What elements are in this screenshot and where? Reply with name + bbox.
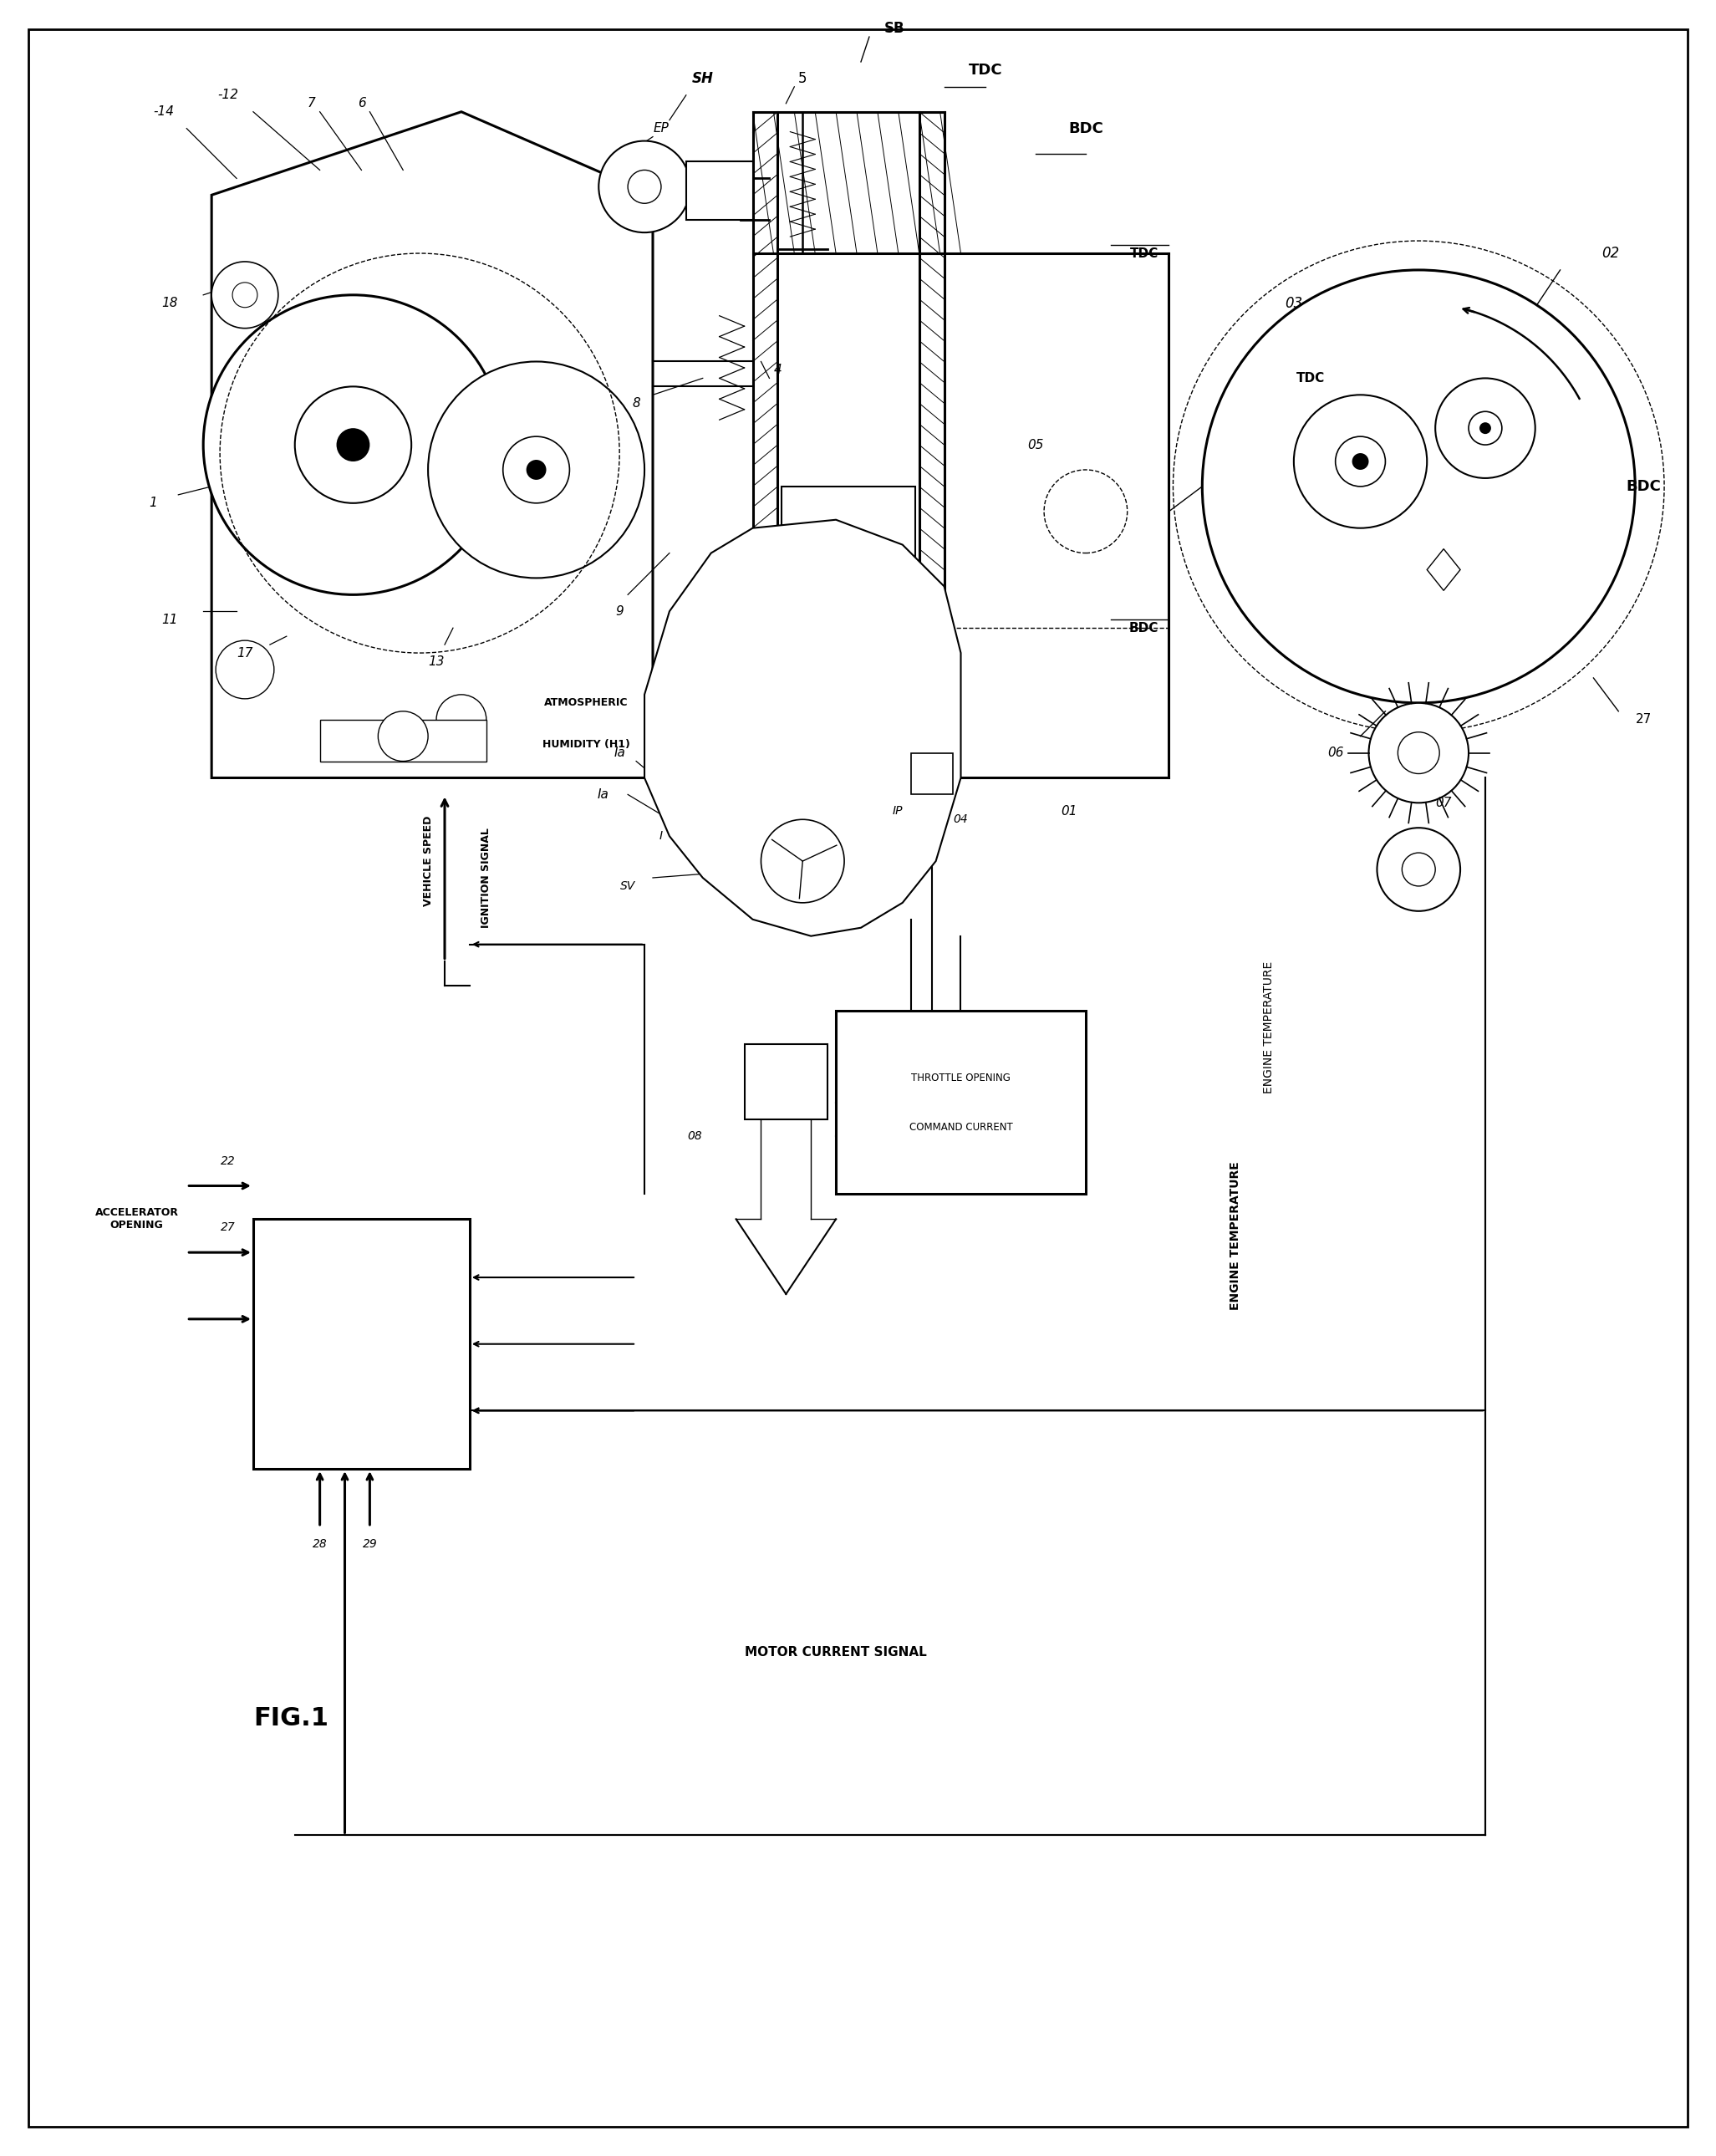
Text: 4: 4 bbox=[774, 364, 782, 375]
Bar bbox=[745, 1044, 827, 1119]
Text: 07: 07 bbox=[1436, 796, 1452, 808]
Circle shape bbox=[336, 429, 369, 461]
Text: Ia: Ia bbox=[614, 746, 625, 759]
Text: BDC: BDC bbox=[1129, 621, 1158, 634]
Text: ACCELERATOR
OPENING: ACCELERATOR OPENING bbox=[94, 1207, 178, 1231]
Circle shape bbox=[1435, 377, 1536, 479]
Text: TDC: TDC bbox=[1129, 248, 1158, 259]
Bar bbox=[254, 1218, 470, 1468]
Text: 06: 06 bbox=[1326, 746, 1344, 759]
Circle shape bbox=[1352, 453, 1369, 470]
Polygon shape bbox=[645, 520, 961, 936]
Text: ENGINE TEMPERATURE: ENGINE TEMPERATURE bbox=[1230, 1162, 1241, 1311]
Text: ENGINE TEMPERATURE: ENGINE TEMPERATURE bbox=[1263, 962, 1275, 1093]
Text: 03: 03 bbox=[1285, 295, 1302, 310]
Text: 04: 04 bbox=[954, 813, 968, 826]
Circle shape bbox=[1402, 854, 1435, 886]
Text: EP: EP bbox=[654, 123, 669, 134]
Circle shape bbox=[436, 694, 486, 744]
Text: ATMOSPHERIC: ATMOSPHERIC bbox=[544, 699, 628, 709]
Text: 11: 11 bbox=[161, 614, 178, 625]
Text: 01: 01 bbox=[1060, 804, 1078, 817]
Text: MOTOR CURRENT SIGNAL: MOTOR CURRENT SIGNAL bbox=[745, 1645, 927, 1658]
Circle shape bbox=[1369, 703, 1469, 802]
Text: 5: 5 bbox=[798, 71, 807, 86]
Text: BDC: BDC bbox=[1627, 479, 1661, 494]
Circle shape bbox=[1294, 395, 1428, 528]
Text: 8: 8 bbox=[631, 397, 640, 410]
Bar bbox=[319, 720, 486, 761]
Circle shape bbox=[427, 362, 645, 578]
Text: VEHICLE SPEED: VEHICLE SPEED bbox=[422, 815, 434, 906]
Circle shape bbox=[760, 819, 844, 903]
Text: TDC: TDC bbox=[970, 63, 1002, 78]
Text: 6: 6 bbox=[357, 97, 366, 110]
Circle shape bbox=[1335, 436, 1385, 487]
Circle shape bbox=[1479, 423, 1491, 433]
Text: IGNITION SIGNAL: IGNITION SIGNAL bbox=[480, 828, 492, 927]
Circle shape bbox=[599, 140, 690, 233]
Text: THROTTLE OPENING: THROTTLE OPENING bbox=[911, 1072, 1011, 1082]
Bar bbox=[836, 1011, 1086, 1194]
Bar bbox=[782, 487, 915, 627]
Text: HUMIDITY (H1): HUMIDITY (H1) bbox=[542, 740, 630, 750]
Text: 1: 1 bbox=[149, 496, 158, 509]
Circle shape bbox=[527, 459, 546, 481]
Circle shape bbox=[628, 170, 661, 203]
Circle shape bbox=[503, 436, 570, 502]
Text: COMMAND CURRENT: COMMAND CURRENT bbox=[909, 1121, 1012, 1132]
Circle shape bbox=[1203, 270, 1635, 703]
Circle shape bbox=[1469, 412, 1502, 444]
Text: 02: 02 bbox=[1601, 246, 1618, 261]
Circle shape bbox=[202, 295, 503, 595]
Circle shape bbox=[211, 261, 278, 328]
Text: I: I bbox=[659, 830, 662, 843]
Text: -12: -12 bbox=[218, 88, 239, 101]
Text: SB: SB bbox=[884, 22, 904, 37]
Text: 18: 18 bbox=[161, 298, 178, 310]
Circle shape bbox=[295, 386, 412, 502]
Text: 9: 9 bbox=[616, 606, 623, 617]
Text: BDC: BDC bbox=[1067, 121, 1103, 136]
Text: -14: -14 bbox=[153, 106, 175, 119]
Text: 05: 05 bbox=[1028, 438, 1043, 451]
Text: 28: 28 bbox=[312, 1537, 328, 1550]
Circle shape bbox=[1376, 828, 1460, 912]
Bar bbox=[911, 752, 952, 796]
Bar bbox=[686, 162, 753, 220]
Text: IP: IP bbox=[892, 806, 903, 817]
Text: 27: 27 bbox=[1635, 714, 1651, 727]
Polygon shape bbox=[1428, 550, 1460, 591]
Text: 7: 7 bbox=[307, 97, 316, 110]
Text: 29: 29 bbox=[362, 1537, 378, 1550]
Circle shape bbox=[216, 640, 275, 699]
Polygon shape bbox=[211, 112, 652, 778]
Text: 08: 08 bbox=[686, 1130, 702, 1143]
Circle shape bbox=[1399, 733, 1440, 774]
Text: SV: SV bbox=[619, 880, 635, 893]
Text: 27: 27 bbox=[221, 1222, 235, 1233]
Text: TDC: TDC bbox=[1296, 373, 1325, 384]
Text: 17: 17 bbox=[237, 647, 252, 660]
Text: FIG.1: FIG.1 bbox=[254, 1708, 328, 1731]
Text: Ia: Ia bbox=[597, 789, 609, 800]
Text: SH: SH bbox=[692, 71, 714, 86]
Text: 22: 22 bbox=[221, 1156, 235, 1166]
Circle shape bbox=[232, 282, 257, 308]
Circle shape bbox=[378, 711, 427, 761]
Text: 13: 13 bbox=[429, 655, 444, 668]
